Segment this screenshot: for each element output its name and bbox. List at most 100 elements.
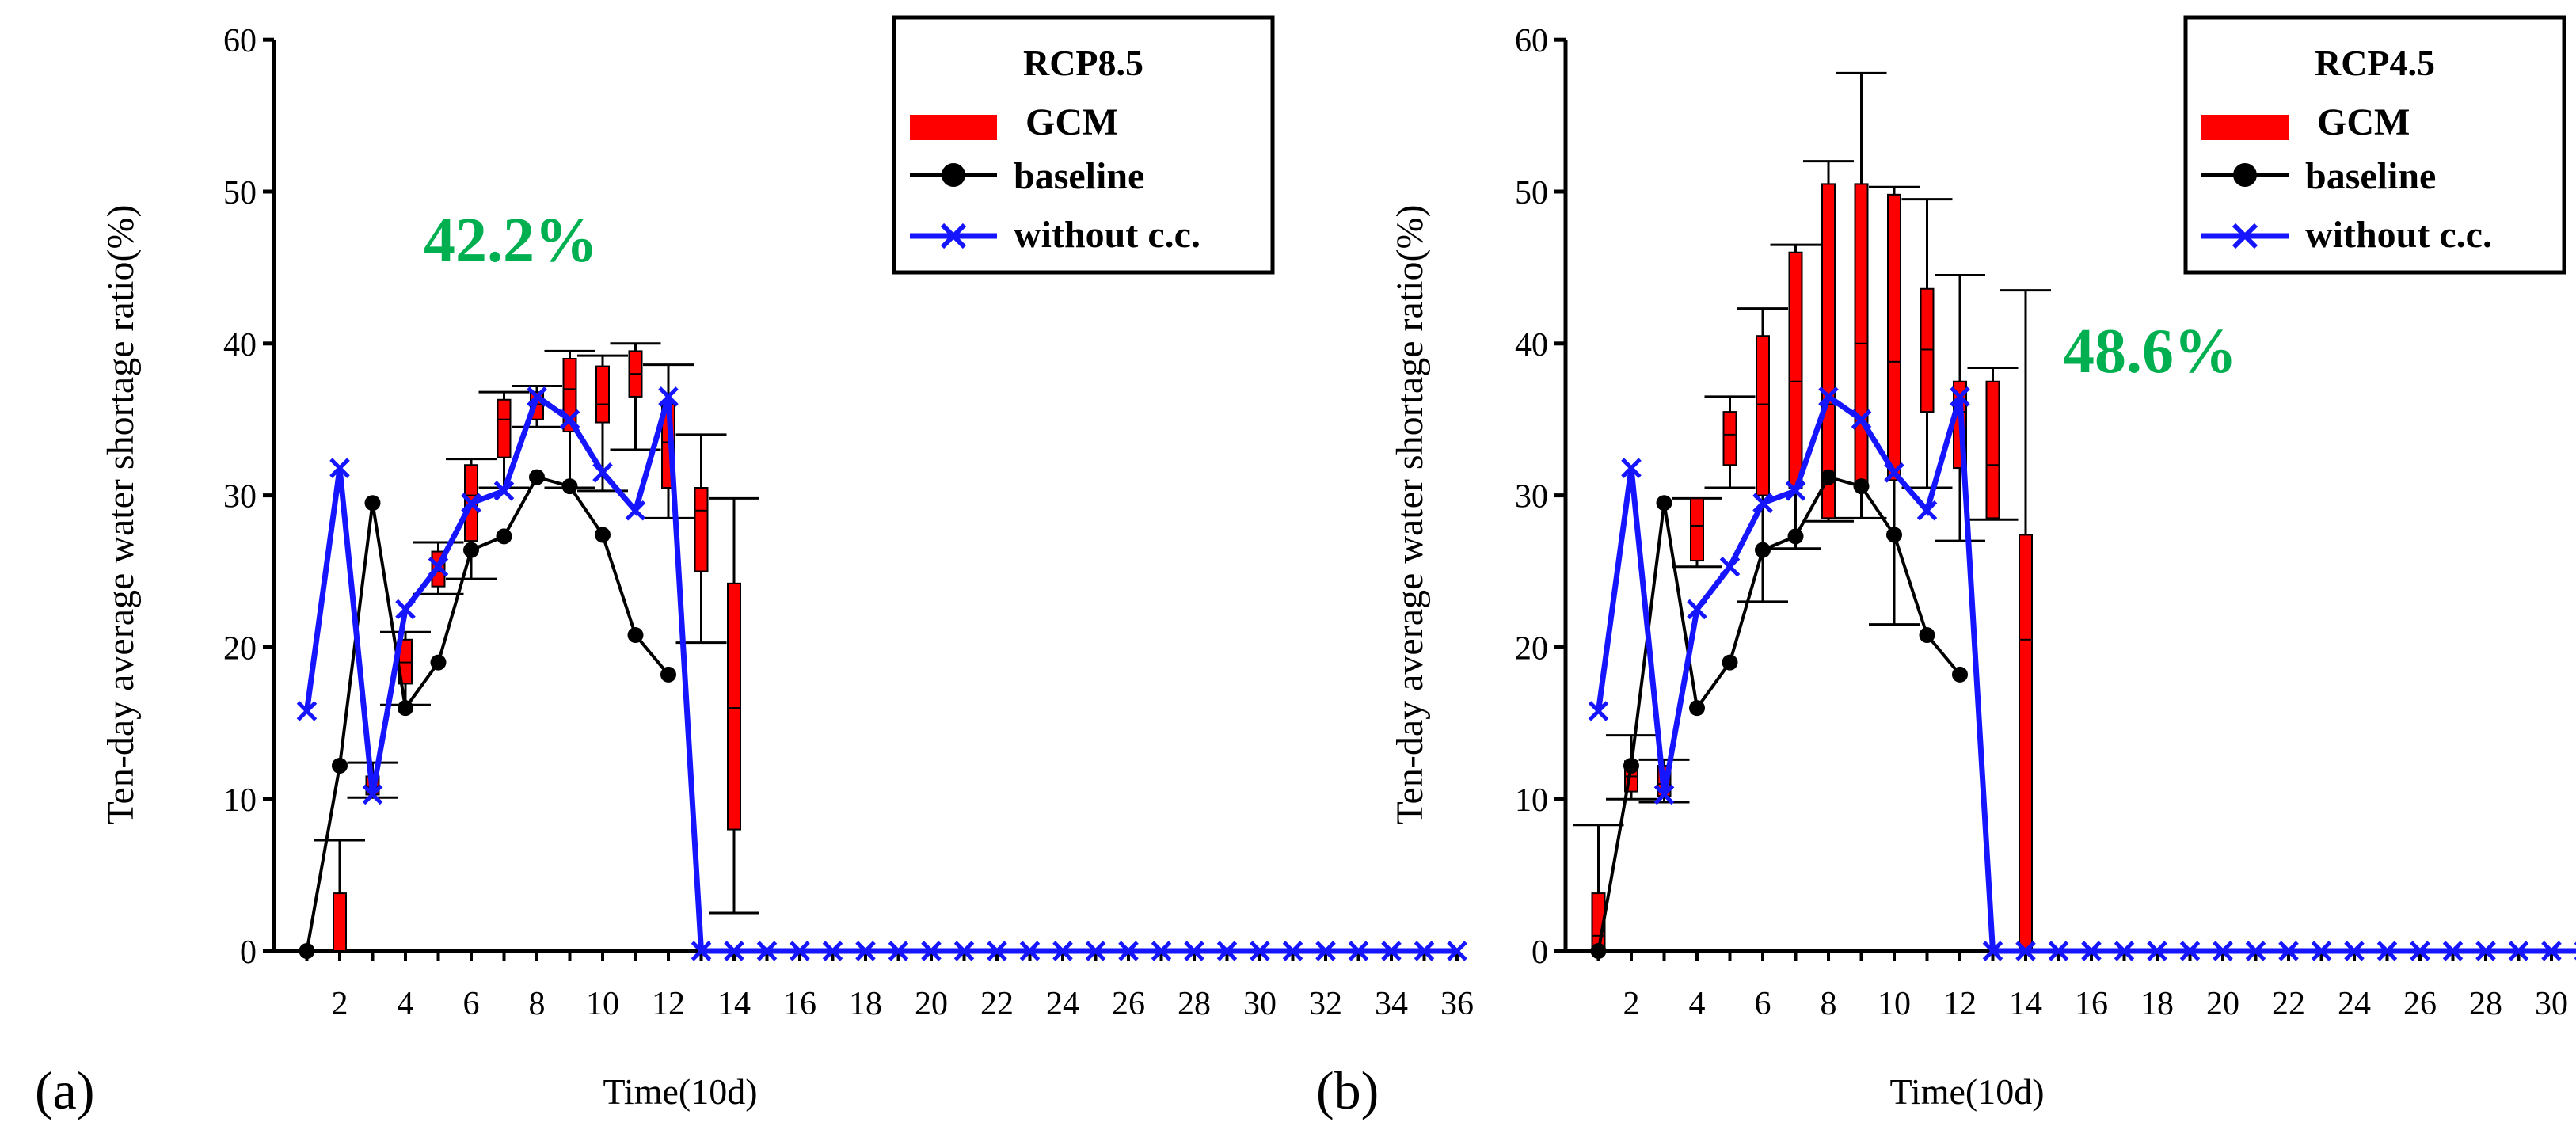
y-tick-label: 20 bbox=[1515, 630, 1548, 667]
legend-baseline-marker bbox=[942, 163, 965, 187]
without-cc-point bbox=[2376, 941, 2398, 961]
without-cc-point bbox=[1019, 941, 1041, 961]
legend-title: RCP4.5 bbox=[2315, 43, 2435, 83]
without-cc-point bbox=[2245, 941, 2266, 961]
y-tick-label: 10 bbox=[1515, 782, 1548, 819]
legend-without-cc-label: without c.c. bbox=[2305, 214, 2492, 256]
gcm-box bbox=[1854, 183, 1869, 489]
without-cc-point bbox=[822, 941, 843, 961]
without-cc-point bbox=[2508, 941, 2529, 961]
without-cc-point bbox=[2147, 941, 2167, 961]
without-cc-point bbox=[625, 500, 646, 521]
gcm-box bbox=[2019, 534, 2033, 952]
without-cc-point bbox=[724, 941, 744, 961]
without-cc-point bbox=[888, 941, 909, 961]
without-cc-point bbox=[1588, 701, 1609, 721]
panel-a: (a) Time(10d) Ten-day average water shor… bbox=[35, 15, 1474, 1120]
y-axis-label: Ten-day average water shortage ratio(%) bbox=[100, 205, 142, 825]
without-cc-point bbox=[1250, 941, 1270, 961]
x-tick-label: 18 bbox=[849, 986, 882, 1022]
x-tick-label: 6 bbox=[1755, 986, 1771, 1022]
without-cc-point bbox=[2311, 941, 2332, 961]
gcm-box bbox=[497, 398, 512, 458]
without-cc-point bbox=[2213, 941, 2233, 961]
without-cc-point bbox=[296, 701, 318, 721]
x-tick-label: 30 bbox=[1243, 986, 1277, 1022]
without-cc-point bbox=[1851, 409, 1872, 430]
legend-title: RCP8.5 bbox=[1023, 43, 1143, 83]
gcm-box bbox=[1722, 411, 1737, 466]
without-cc-point bbox=[395, 599, 416, 620]
y-tick-label: 0 bbox=[240, 934, 257, 971]
baseline-point bbox=[364, 495, 381, 512]
x-tick-label: 32 bbox=[1309, 986, 1342, 1022]
gcm-box bbox=[1788, 251, 1803, 489]
without-cc-point bbox=[1621, 458, 1642, 478]
x-tick-label: 10 bbox=[586, 986, 619, 1022]
x-tick-label: 22 bbox=[980, 986, 1014, 1022]
baseline-point bbox=[660, 666, 676, 683]
without-cc-point bbox=[1085, 941, 1106, 961]
without-cc-point bbox=[1818, 386, 1839, 407]
y-tick-label: 50 bbox=[223, 175, 257, 211]
legend-baseline-label: baseline bbox=[1014, 155, 1144, 197]
without-cc-point bbox=[1348, 941, 1369, 961]
y-tick-label: 30 bbox=[1515, 479, 1548, 515]
x-tick-label: 18 bbox=[2140, 986, 2174, 1022]
without-cc-point bbox=[2344, 941, 2365, 961]
without-cc-point bbox=[691, 941, 712, 961]
without-cc-point bbox=[1785, 481, 1806, 501]
legend-gcm-label: GCM bbox=[1025, 101, 1118, 143]
gcm-box bbox=[333, 892, 347, 952]
gcm-box bbox=[694, 487, 709, 572]
baseline-point bbox=[496, 528, 512, 545]
without-cc-point bbox=[2410, 941, 2430, 961]
legend-gcm-swatch bbox=[910, 115, 997, 140]
baseline-point bbox=[1689, 700, 1705, 717]
baseline-point bbox=[299, 943, 315, 959]
without-cc-point bbox=[1414, 941, 1435, 961]
gcm-box bbox=[1821, 183, 1836, 519]
legend-gcm-label: GCM bbox=[2317, 101, 2410, 143]
x-tick-label: 2 bbox=[332, 986, 348, 1022]
gcm-box bbox=[595, 365, 610, 424]
y-tick-label: 40 bbox=[223, 327, 257, 363]
legend-without-cc-marker bbox=[940, 223, 967, 249]
y-tick-label: 10 bbox=[223, 782, 257, 819]
without-cc-point bbox=[2541, 941, 2562, 961]
x-tick-label: 20 bbox=[2206, 986, 2239, 1022]
without-cc-point bbox=[1184, 941, 1204, 961]
y-tick-label: 30 bbox=[223, 479, 257, 515]
x-tick-label: 12 bbox=[1943, 986, 1977, 1022]
without-cc-point bbox=[2475, 941, 2496, 961]
baseline-point bbox=[595, 527, 611, 543]
baseline-point bbox=[463, 542, 479, 558]
legend-gcm-swatch bbox=[2201, 115, 2289, 140]
legend-without-cc-label: without c.c. bbox=[1014, 214, 1200, 256]
baseline-point bbox=[627, 627, 644, 644]
baseline-series-line bbox=[1596, 475, 1961, 952]
x-tick-label: 28 bbox=[1178, 986, 1211, 1022]
x-tick-label: 30 bbox=[2535, 986, 2568, 1022]
gcm-box bbox=[1690, 497, 1704, 562]
without-cc-point bbox=[1381, 941, 1402, 961]
x-tick-label: 36 bbox=[1440, 986, 1474, 1022]
without-cc-point bbox=[1916, 500, 1938, 521]
panel-label: (a) bbox=[35, 1060, 94, 1120]
panel-b: (b) Time(10d) Ten-day average water shor… bbox=[1316, 15, 2576, 1120]
gcm-box bbox=[562, 357, 577, 433]
x-tick-label: 26 bbox=[1112, 986, 1145, 1022]
without-cc-point bbox=[953, 941, 975, 961]
x-tick-label: 20 bbox=[915, 986, 948, 1022]
without-cc-point bbox=[2442, 941, 2464, 961]
without-cc-point bbox=[428, 556, 449, 577]
x-tick-label: 2 bbox=[1623, 986, 1640, 1022]
x-tick-label: 16 bbox=[2075, 986, 2108, 1022]
without-cc-series-line bbox=[1596, 392, 2576, 954]
baseline-point bbox=[1590, 943, 1607, 959]
without-cc-point bbox=[461, 493, 481, 513]
without-cc-point bbox=[1752, 493, 1773, 513]
without-cc-point bbox=[1151, 941, 1172, 961]
without-cc-point bbox=[1950, 386, 1970, 407]
